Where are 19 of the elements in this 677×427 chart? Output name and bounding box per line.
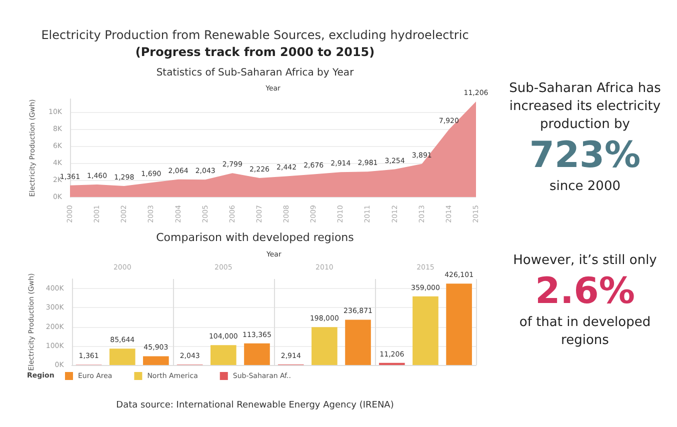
bar [412,296,438,365]
text: of that in developed regions [518,314,652,350]
text: Statistics of Sub-Saharan Africa by Year [156,68,355,78]
chart-title: Comparison with developed regions [156,231,354,244]
text: since 2000 [548,178,622,196]
bar [345,320,371,365]
bar [244,343,270,365]
bar [312,327,338,365]
bar [446,284,472,365]
text: 2.6% [534,270,636,314]
text: However, it’s still only [512,252,658,270]
text: 723% [528,134,642,178]
text: Sub-Saharan Africa has increased its electricity production by [508,80,662,134]
source-note: Data source: International Renewable Energy Agency (IRENA) [116,400,394,410]
bar [210,345,236,365]
bar [143,356,169,365]
chart-title: Electricity Production from Renewable Sources, excluding hydroelectric [41,28,469,42]
bar [109,348,136,365]
chart-subtitle: (Progress track from 2000 to 2015) [135,45,375,59]
